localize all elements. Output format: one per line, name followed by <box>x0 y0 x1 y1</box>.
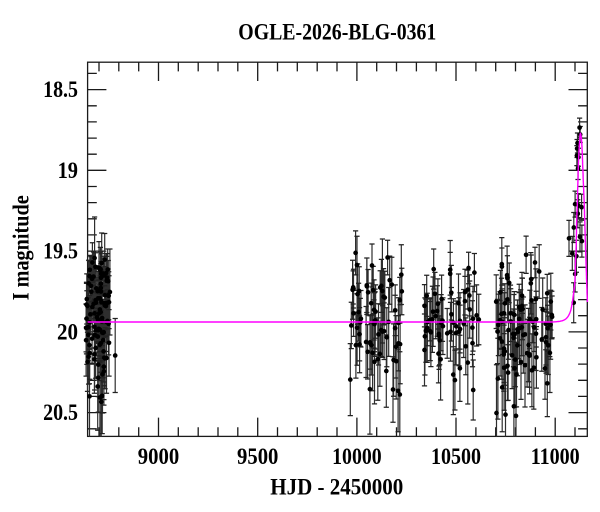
svg-text:OGLE-2026-BLG-0361: OGLE-2026-BLG-0361 <box>238 19 436 44</box>
svg-text:19.5: 19.5 <box>43 239 78 264</box>
svg-text:9000: 9000 <box>138 444 179 469</box>
svg-text:18.5: 18.5 <box>43 77 78 102</box>
svg-text:19: 19 <box>58 158 78 183</box>
svg-text:HJD - 2450000: HJD - 2450000 <box>270 475 403 500</box>
svg-text:20.5: 20.5 <box>43 400 78 425</box>
svg-text:10500: 10500 <box>431 444 481 469</box>
svg-text:9500: 9500 <box>237 444 278 469</box>
svg-text:20: 20 <box>57 319 78 344</box>
svg-text:10000: 10000 <box>332 444 382 469</box>
svg-text:I magnitude: I magnitude <box>9 195 34 300</box>
svg-text:11000: 11000 <box>531 444 580 469</box>
